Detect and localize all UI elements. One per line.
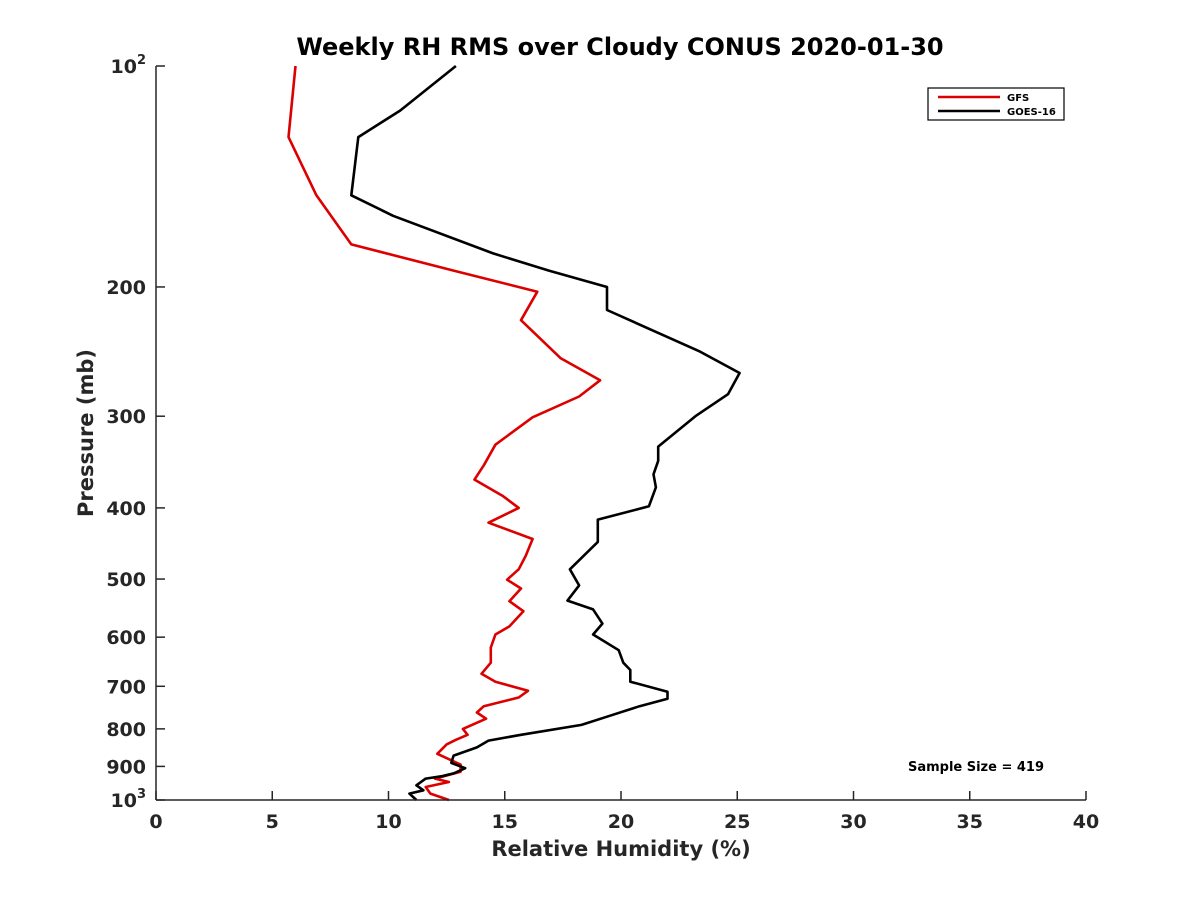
y-tick-label: 900 bbox=[106, 756, 146, 778]
x-tick-label: 15 bbox=[492, 811, 518, 833]
y-ticks: 102 200 300 400 500 600 700 800 900 103 bbox=[106, 53, 165, 812]
legend-label-goes16: GOES-16 bbox=[1007, 107, 1056, 118]
plot-area bbox=[287, 64, 741, 802]
y-tick-label: 600 bbox=[106, 627, 146, 649]
y-tick-label: 500 bbox=[106, 569, 146, 591]
series-line-gfs bbox=[287, 65, 602, 802]
chart-title: Weekly RH RMS over Cloudy CONUS 2020-01-… bbox=[296, 33, 943, 61]
legend-box bbox=[927, 87, 1065, 121]
x-tick-label: 5 bbox=[266, 811, 279, 833]
x-tick-label: 20 bbox=[608, 811, 634, 833]
x-tick-label: 10 bbox=[375, 811, 401, 833]
y-tick-label: 700 bbox=[106, 676, 146, 698]
x-axis-label: Relative Humidity (%) bbox=[491, 837, 750, 861]
y-tick-label: 300 bbox=[106, 406, 146, 428]
x-tick-label: 0 bbox=[149, 811, 162, 833]
x-ticks: 0 5 10 15 20 25 30 35 40 bbox=[149, 791, 1099, 833]
y-tick-label: 800 bbox=[106, 719, 146, 741]
x-tick-label: 30 bbox=[840, 811, 866, 833]
y-tick-label: 400 bbox=[106, 498, 146, 520]
x-tick-label: 35 bbox=[957, 811, 983, 833]
legend-label-gfs: GFS bbox=[1007, 93, 1029, 104]
x-tick-label: 25 bbox=[724, 811, 750, 833]
y-tick-label: 200 bbox=[106, 277, 146, 299]
y-tick-label: 102 bbox=[111, 53, 147, 78]
legend: GFS GOES-16 bbox=[927, 87, 1065, 121]
y-tick-label: 103 bbox=[111, 787, 147, 812]
series-line-goes-16 bbox=[350, 64, 741, 801]
y-axis-label: Pressure (mb) bbox=[74, 349, 98, 517]
sample-size-annotation: Sample Size = 419 bbox=[908, 760, 1044, 775]
x-tick-label: 40 bbox=[1073, 811, 1099, 833]
